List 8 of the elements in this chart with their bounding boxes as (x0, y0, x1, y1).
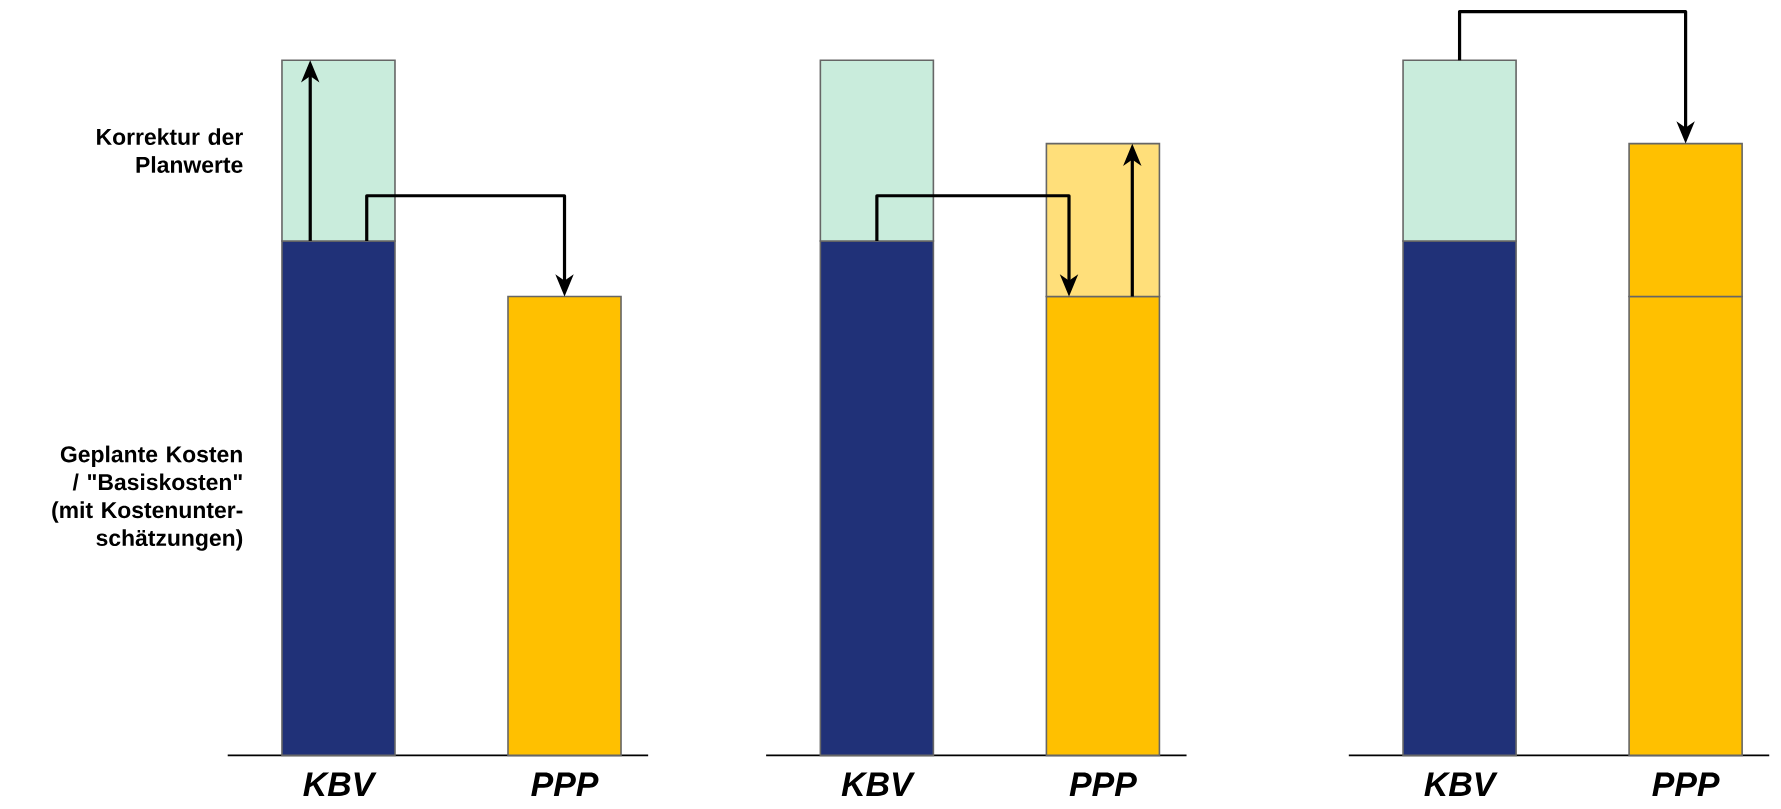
x-tick-label: PPP (531, 772, 599, 797)
x-tick-label: KBV (841, 772, 915, 797)
x-tick-label: PPP (1652, 772, 1720, 797)
series-label: Geplante Kosten / "Basiskosten" (mit Kostenunter-schätzungen) (52, 445, 243, 551)
x-tick-label: PPP (1069, 772, 1137, 797)
x-tick-label: KBV (303, 772, 377, 797)
x-tick-label: KBV (1424, 772, 1498, 797)
series-label: Korrektur der Planwerte (97, 128, 243, 174)
